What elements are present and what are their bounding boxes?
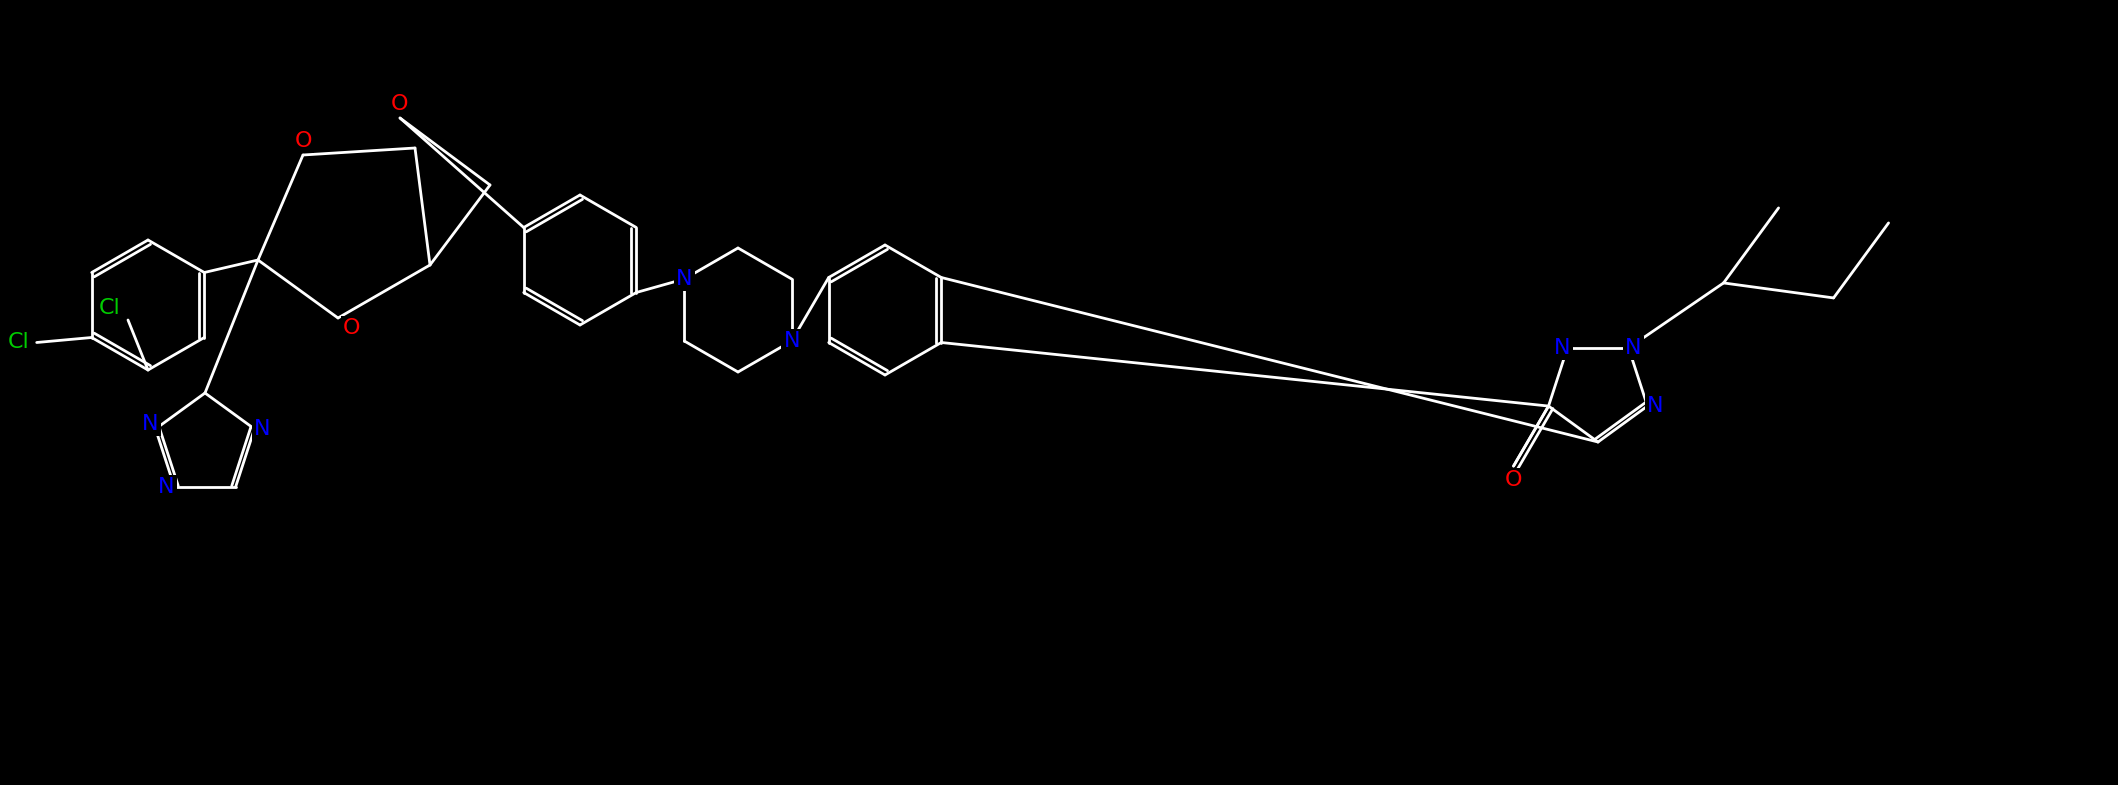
- Text: N: N: [142, 414, 159, 434]
- Text: N: N: [784, 331, 801, 351]
- Text: O: O: [343, 318, 360, 338]
- Text: Cl: Cl: [100, 298, 121, 318]
- Text: Cl: Cl: [8, 333, 30, 352]
- Text: O: O: [1504, 470, 1523, 490]
- Text: N: N: [1648, 396, 1665, 416]
- Text: N: N: [159, 477, 174, 497]
- Text: N: N: [1555, 338, 1572, 358]
- Text: O: O: [294, 131, 311, 151]
- Text: N: N: [676, 269, 693, 289]
- Text: N: N: [254, 419, 271, 439]
- Text: N: N: [1625, 338, 1641, 358]
- Text: O: O: [392, 94, 409, 114]
